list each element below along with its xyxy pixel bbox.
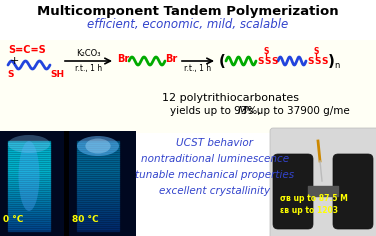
Bar [64,131,69,236]
Text: S: S [257,56,264,66]
FancyBboxPatch shape [333,154,373,229]
Text: 12 polytrithiocarbonates: 12 polytrithiocarbonates [162,93,299,103]
Text: σʙ up to 87.5 M: σʙ up to 87.5 M [280,194,348,203]
Text: SH: SH [50,70,64,79]
Text: s up to 37900 g/me: s up to 37900 g/me [248,106,350,116]
Text: S: S [307,56,314,66]
Text: nontraditional luminescence: nontraditional luminescence [141,154,289,164]
Text: S: S [264,56,270,66]
Text: S: S [321,56,327,66]
Text: εʙ up to 1203: εʙ up to 1203 [280,206,338,215]
Text: r.t., 1 h: r.t., 1 h [75,64,102,73]
Text: +: + [10,56,20,66]
Text: K₂CO₃: K₂CO₃ [76,49,101,58]
Ellipse shape [77,136,119,156]
Text: UCST behavior: UCST behavior [176,138,253,148]
Text: excellent crystallinity: excellent crystallinity [159,186,271,196]
Text: efficient, economic, mild, scalable: efficient, economic, mild, scalable [87,18,289,31]
Text: 0 °C: 0 °C [3,215,23,224]
Text: 80 °C: 80 °C [72,215,99,224]
Text: n: n [243,104,248,113]
Ellipse shape [8,135,50,153]
Text: S: S [314,47,319,56]
Bar [69,131,136,236]
Ellipse shape [18,141,39,211]
Text: S: S [314,56,320,66]
Bar [0,40,376,133]
Text: n: n [334,62,340,71]
Bar [0,131,65,236]
FancyBboxPatch shape [273,154,313,229]
Text: ): ) [328,54,335,68]
Text: S=C=S: S=C=S [8,45,46,55]
Text: Br: Br [117,54,129,64]
Text: Multicomponent Tandem Polymerization: Multicomponent Tandem Polymerization [37,5,339,18]
Text: yields up to 93%,: yields up to 93%, [170,106,264,116]
Text: tunable mechanical properties: tunable mechanical properties [135,170,294,180]
Text: S: S [271,56,277,66]
Text: (: ( [219,54,226,68]
Text: r.t., 1 h: r.t., 1 h [185,64,212,73]
Text: S: S [7,70,14,79]
FancyBboxPatch shape [270,128,376,236]
Text: S: S [264,47,269,56]
Text: M: M [238,106,247,116]
Ellipse shape [85,139,111,153]
Text: Br: Br [165,54,177,64]
